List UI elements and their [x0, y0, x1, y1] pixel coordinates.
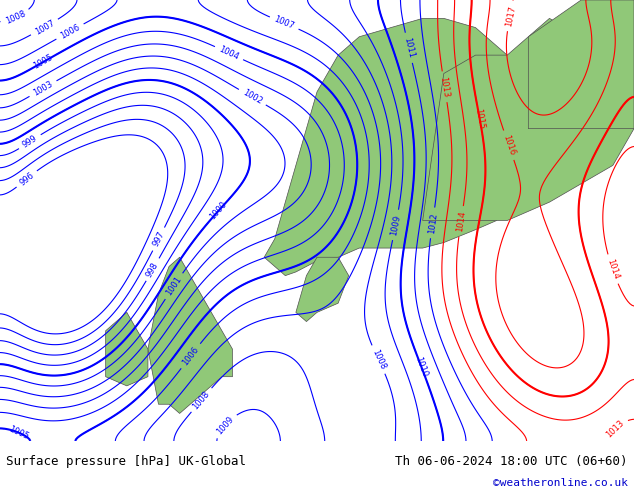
Text: 1003: 1003 — [32, 79, 55, 98]
Text: 1006: 1006 — [58, 23, 81, 41]
Text: 1008: 1008 — [4, 9, 27, 26]
Text: 1009: 1009 — [215, 414, 235, 436]
Text: 1016: 1016 — [501, 134, 517, 157]
Text: 1013: 1013 — [604, 418, 626, 440]
Text: 1012: 1012 — [427, 212, 439, 234]
Text: 1006: 1006 — [181, 345, 201, 367]
Text: 1014: 1014 — [455, 210, 467, 232]
Text: 1009: 1009 — [389, 214, 402, 236]
Text: 1000: 1000 — [208, 200, 229, 221]
Text: 1008: 1008 — [370, 348, 387, 371]
Text: 1005: 1005 — [8, 424, 30, 441]
Text: Th 06-06-2024 18:00 UTC (06+60): Th 06-06-2024 18:00 UTC (06+60) — [395, 455, 628, 468]
Text: 999: 999 — [21, 134, 39, 150]
Text: 1007: 1007 — [273, 15, 295, 31]
Text: 1008: 1008 — [191, 389, 212, 411]
Text: ©weatheronline.co.uk: ©weatheronline.co.uk — [493, 478, 628, 488]
Text: 1015: 1015 — [474, 107, 486, 130]
Text: 1004: 1004 — [217, 45, 240, 62]
Text: 1011: 1011 — [402, 37, 415, 59]
Text: 996: 996 — [18, 171, 36, 187]
Text: 1002: 1002 — [241, 88, 264, 106]
Text: Surface pressure [hPa] UK-Global: Surface pressure [hPa] UK-Global — [6, 455, 247, 468]
Text: 1005: 1005 — [32, 53, 55, 71]
Text: 997: 997 — [151, 230, 166, 248]
Text: 1007: 1007 — [33, 18, 56, 36]
Text: 1013: 1013 — [439, 75, 451, 98]
Text: 998: 998 — [145, 261, 160, 279]
Text: 1010: 1010 — [413, 355, 429, 378]
Text: 1017: 1017 — [504, 5, 517, 27]
Text: 1001: 1001 — [164, 275, 183, 297]
Text: 1014: 1014 — [605, 258, 620, 281]
